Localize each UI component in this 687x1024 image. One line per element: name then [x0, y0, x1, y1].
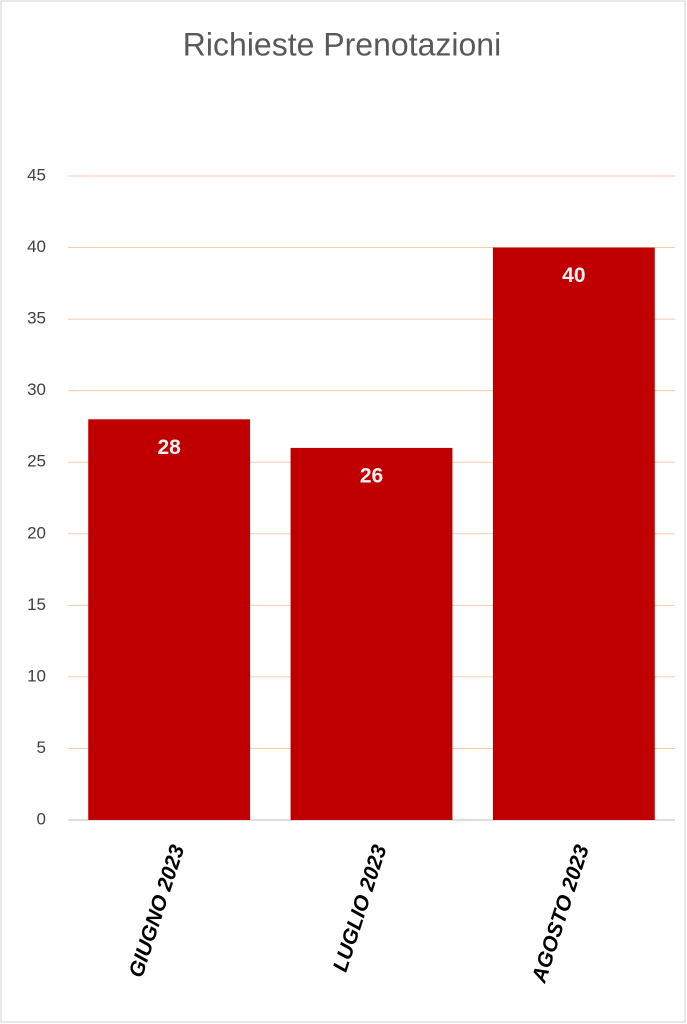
bar: [492, 247, 655, 821]
y-tick-label: 35: [27, 309, 46, 328]
y-tick-label: 0: [37, 809, 46, 828]
y-tick-label: 5: [37, 738, 46, 757]
y-tick-label: 40: [27, 237, 46, 256]
data-label: 28: [157, 436, 181, 459]
bar: [88, 419, 251, 820]
data-label: 40: [562, 264, 585, 287]
y-tick-label: 25: [27, 452, 46, 471]
data-label: 26: [360, 464, 383, 487]
y-tick-label: 10: [27, 666, 46, 685]
y-tick-label: 15: [27, 595, 46, 614]
chart-title: Richieste Prenotazioni: [183, 26, 501, 62]
y-tick-label: 20: [27, 523, 46, 542]
bar: [290, 447, 453, 820]
y-tick-label: 30: [27, 380, 46, 399]
y-tick-label: 45: [27, 165, 46, 184]
